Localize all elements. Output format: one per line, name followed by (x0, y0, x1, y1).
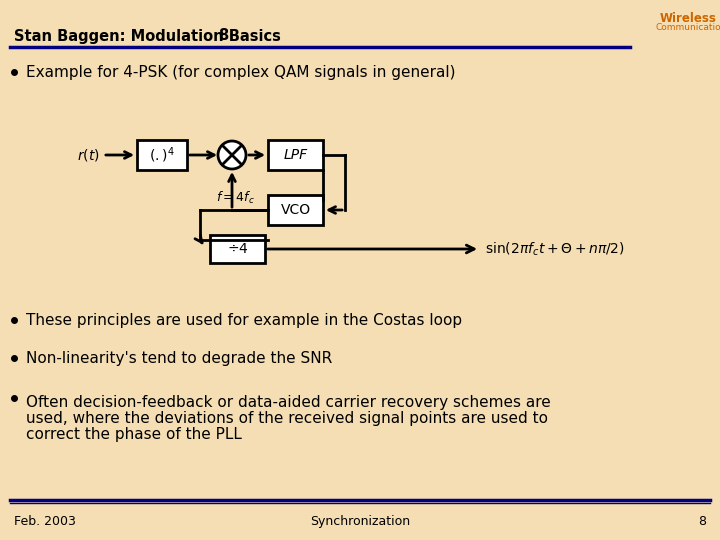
Text: $(.)^4$: $(.)^4$ (149, 145, 175, 165)
Text: Communication: Communication (655, 24, 720, 32)
Bar (137, 140, 187, 170)
Bar (268, 195, 323, 225)
Text: LPF: LPF (284, 148, 307, 162)
Text: used, where the deviations of the received signal points are used to: used, where the deviations of the receiv… (26, 411, 548, 426)
Text: Feb. 2003: Feb. 2003 (14, 515, 76, 528)
Text: These principles are used for example in the Costas loop: These principles are used for example in… (26, 313, 462, 327)
Text: $\sin(2\pi f_c t + \Theta + n\pi/2)$: $\sin(2\pi f_c t + \Theta + n\pi/2)$ (485, 240, 625, 258)
Bar (210, 235, 265, 263)
Text: 8: 8 (698, 515, 706, 528)
Text: $r(t)$: $r(t)$ (77, 147, 100, 163)
Text: VCO: VCO (280, 203, 310, 217)
Text: Stan Baggen: Modulation Basics: Stan Baggen: Modulation Basics (14, 29, 281, 44)
Text: 8: 8 (218, 29, 228, 44)
Text: Often decision-feedback or data-aided carrier recovery schemes are: Often decision-feedback or data-aided ca… (26, 395, 551, 410)
Text: Non-linearity's tend to degrade the SNR: Non-linearity's tend to degrade the SNR (26, 350, 332, 366)
Text: Example for 4-PSK (for complex QAM signals in general): Example for 4-PSK (for complex QAM signa… (26, 64, 456, 79)
Text: correct the phase of the PLL: correct the phase of the PLL (26, 427, 242, 442)
Text: $\div 4$: $\div 4$ (227, 242, 248, 256)
Text: Wireless: Wireless (660, 11, 717, 24)
Circle shape (218, 141, 246, 169)
Text: Synchronization: Synchronization (310, 515, 410, 528)
Text: $f = 4f_c$: $f = 4f_c$ (216, 190, 255, 206)
Bar (268, 140, 323, 170)
